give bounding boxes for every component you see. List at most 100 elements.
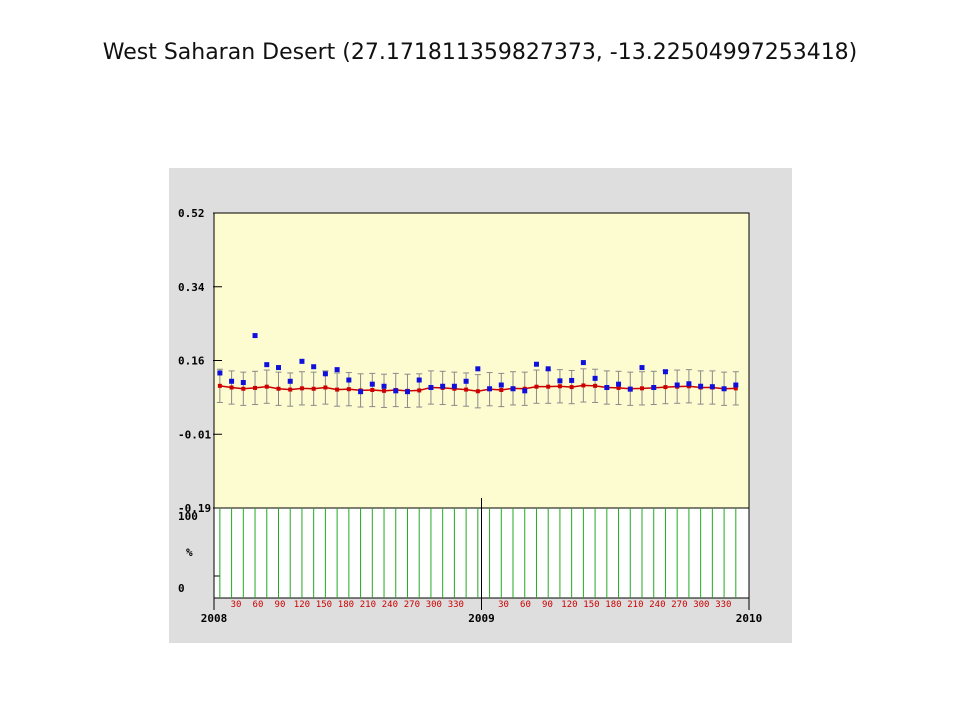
x-day-label: 300 [426,600,442,610]
observed-point [662,369,668,375]
model-point [663,385,668,390]
x-day-label: 150 [316,600,332,610]
model-point [382,388,387,393]
observed-point [358,389,364,395]
observed-point [533,361,539,367]
observed-point [299,358,305,364]
y-tick-label: -0.19 [178,502,211,515]
model-point [335,387,340,392]
observed-point [369,381,375,387]
model-point [276,386,281,391]
x-day-label: 330 [448,600,464,610]
observed-point [639,365,645,371]
x-day-label: 270 [671,600,687,610]
x-day-label: 270 [404,600,420,610]
y-tick-label: 0.34 [178,281,205,294]
observed-point [604,385,610,391]
model-point [557,384,562,389]
x-day-label: 240 [382,600,398,610]
model-point [616,385,621,390]
model-point [229,385,234,390]
model-point [475,389,480,394]
model-point [534,384,539,389]
coverage-y-label: 0 [178,582,185,595]
y-tick-label: -0.01 [178,428,211,441]
observed-point [252,333,258,339]
observed-point [416,377,422,383]
plot-area [213,212,750,509]
x-day-label: 120 [294,600,310,610]
observed-point [545,366,551,372]
observed-point [440,383,446,389]
x-day-label: 210 [360,600,376,610]
coverage-y-label: % [186,546,193,559]
x-year-label: 2010 [736,612,763,625]
chart-panel: 0.52 0.34 0.16 -0.01 -0.19 100% 0 2008 2009 2010 3… [169,168,792,643]
observed-point [487,386,493,392]
observed-point [428,385,434,391]
model-point [346,387,351,392]
observed-point [393,388,399,394]
model-point [241,386,246,391]
x-day-label: 30 [231,600,242,610]
observed-point [322,371,328,377]
x-day-label: 240 [649,600,665,610]
coverage-y-label: 100 [178,510,198,523]
observed-point [346,377,352,383]
observed-point [334,367,340,373]
observed-point [698,383,704,389]
observed-point [381,383,387,389]
x-day-label: 180 [605,600,621,610]
x-day-label: 150 [583,600,599,610]
x-day-label: 300 [693,600,709,610]
axes-layer [213,212,750,610]
model-point [253,385,258,390]
observed-point [229,378,235,384]
slide-title: West Saharan Desert (27.171811359827373,… [102,40,858,65]
observed-point [217,370,223,376]
observed-point [510,386,516,392]
observed-point [451,383,457,389]
x-day-label: 60 [253,600,264,610]
coverage-layer [219,508,737,598]
observed-point [404,389,410,395]
x-day-label: 180 [338,600,354,610]
x-day-label: 210 [627,600,643,610]
observed-point [287,378,293,384]
observed-point [592,375,598,381]
model-point [499,388,504,392]
observed-point [674,382,680,388]
observed-point [275,365,281,371]
model-point [323,385,328,390]
observed-point [721,386,727,392]
observed-point [463,378,469,384]
model-point [733,386,738,391]
model-point [311,386,316,391]
y-tick-label: 0.52 [178,207,205,220]
x-year-label: 2008 [201,612,228,625]
observed-point [475,366,481,372]
model-point [581,383,586,388]
observed-point [522,388,528,394]
model-point [640,386,644,391]
observed-point [569,377,575,383]
observed-point [498,382,504,388]
observed-point [240,380,246,386]
x-day-label: 120 [561,600,577,610]
model-point [464,387,469,392]
model-point [593,383,598,388]
observed-point [557,378,563,384]
x-year-label: 2009 [468,612,495,625]
x-day-label: 90 [275,600,286,610]
model-point [288,387,293,392]
observed-point [733,382,739,388]
x-day-label: 90 [542,600,553,610]
model-point [370,388,375,392]
x-day-label: 60 [520,600,531,610]
obs-layer [217,333,739,395]
observed-point [311,364,317,370]
observed-point [616,381,622,387]
observed-point [651,385,657,391]
